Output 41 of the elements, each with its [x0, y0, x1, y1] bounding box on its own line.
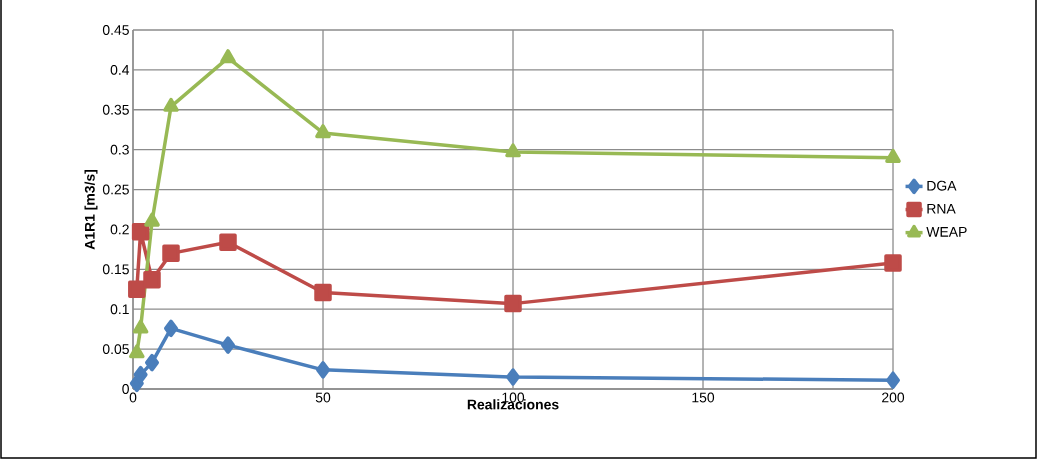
- point: [131, 223, 150, 241]
- point: [506, 368, 521, 386]
- point: [885, 148, 901, 163]
- point: [132, 319, 149, 334]
- legend-label: DGA: [927, 180, 957, 191]
- y-tick-label: 0.1: [110, 304, 129, 315]
- point: [219, 233, 237, 251]
- point: [163, 97, 179, 112]
- legend-label: RNA: [927, 204, 956, 214]
- point: [221, 336, 236, 354]
- point: [129, 344, 145, 359]
- y-tick-label: 0.25: [102, 184, 129, 195]
- point: [164, 319, 179, 338]
- point: [886, 371, 901, 389]
- y-tick-label: 0.3: [110, 144, 129, 155]
- y-tick-label: 0.05: [102, 344, 129, 355]
- x-tick-label: 200: [882, 392, 905, 403]
- y-tick-label: 0: [122, 384, 129, 394]
- point: [505, 143, 521, 158]
- y-tick-label: 0.2: [110, 224, 129, 235]
- point: [162, 244, 180, 263]
- point: [504, 294, 522, 313]
- point: [145, 353, 160, 372]
- y-tick-label: 0.45: [102, 25, 129, 35]
- point: [884, 254, 902, 272]
- y-axis-title: A1R1 [m3/s]: [84, 169, 98, 250]
- point: [143, 270, 161, 289]
- point: [316, 361, 331, 379]
- point: [314, 283, 332, 302]
- y-tick-label: 0.15: [102, 264, 129, 275]
- point: [220, 49, 236, 64]
- point: [133, 365, 148, 384]
- x-tick-label: 50: [315, 392, 331, 403]
- y-tick-label: 0.35: [102, 104, 129, 115]
- point: [128, 280, 146, 299]
- x-tick-label: 150: [692, 392, 715, 403]
- point: [315, 124, 331, 139]
- x-tick-label: 0: [129, 392, 137, 403]
- legend-label: WEAP: [926, 227, 967, 237]
- point: [144, 212, 160, 227]
- y-tick-label: 0.4: [110, 64, 130, 75]
